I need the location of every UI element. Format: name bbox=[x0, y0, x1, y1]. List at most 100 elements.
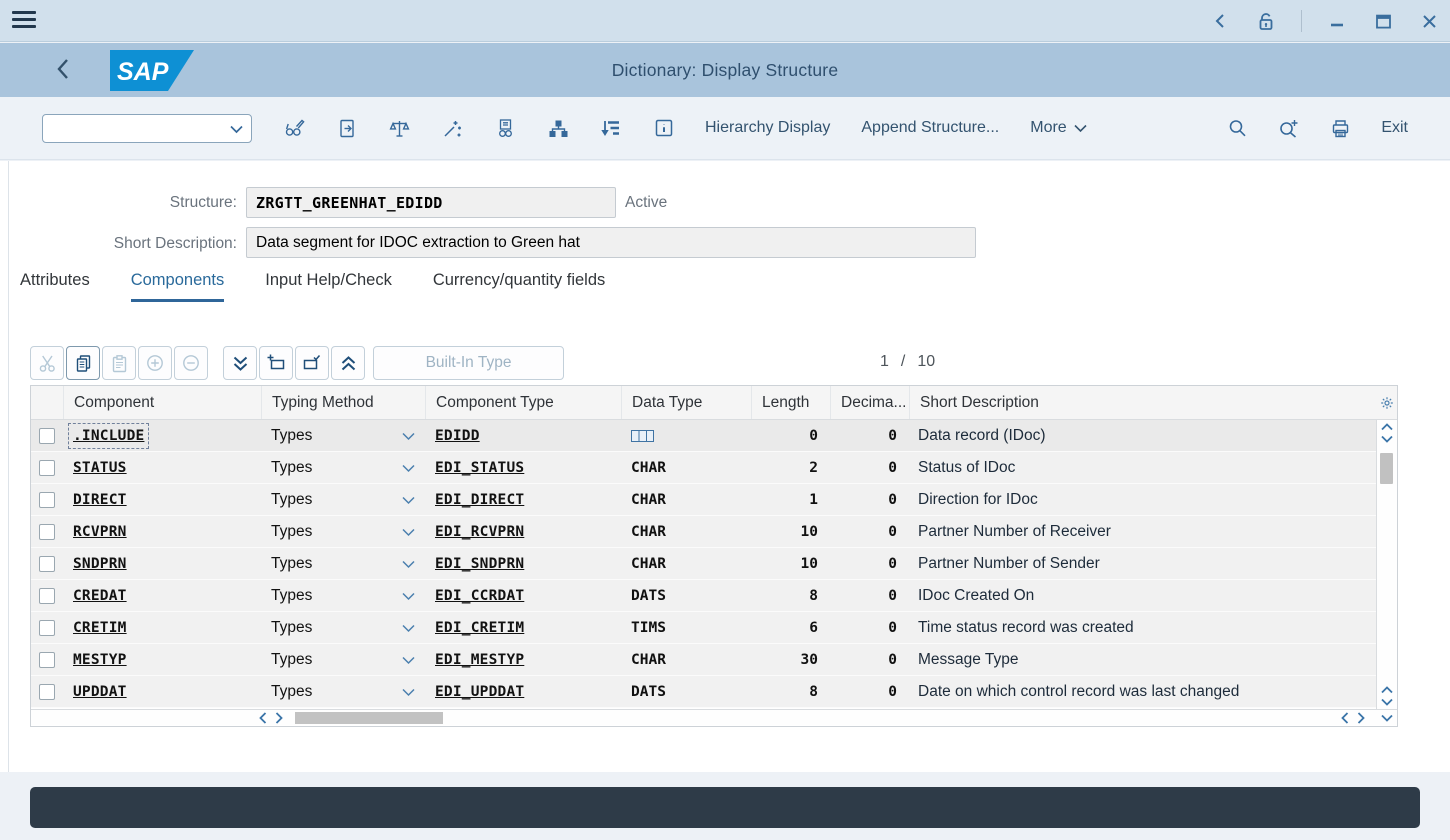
component-type-link[interactable]: EDI_SNDPRN bbox=[435, 556, 524, 572]
table-settings-button[interactable] bbox=[1376, 386, 1397, 419]
typing-method-select[interactable]: Types bbox=[261, 580, 425, 611]
row-checkbox[interactable] bbox=[39, 428, 55, 444]
back-button[interactable] bbox=[55, 57, 70, 81]
column-header-short-description[interactable]: Short Description bbox=[909, 386, 1376, 419]
typing-method-select[interactable]: Types bbox=[261, 420, 425, 451]
component-link[interactable]: DIRECT bbox=[73, 492, 127, 508]
minimize-icon[interactable] bbox=[1326, 10, 1348, 32]
typing-method-select[interactable]: Types bbox=[261, 612, 425, 643]
insert-line-button[interactable] bbox=[138, 346, 172, 380]
append-structure-button[interactable]: Append Structure... bbox=[861, 119, 999, 137]
move-down-button[interactable] bbox=[223, 346, 257, 380]
copy-button[interactable] bbox=[337, 118, 357, 139]
table-row: MESTYPTypesEDI_MESTYPCHAR300Message Type bbox=[31, 644, 1376, 676]
info-button[interactable] bbox=[654, 118, 674, 138]
column-header-component[interactable]: Component bbox=[63, 386, 261, 419]
column-header-data-type[interactable]: Data Type bbox=[621, 386, 751, 419]
exit-button[interactable]: Exit bbox=[1381, 119, 1408, 137]
scroll-up-icon[interactable] bbox=[1381, 686, 1393, 694]
component-link[interactable]: CREDAT bbox=[73, 588, 127, 604]
check-consistency-button[interactable] bbox=[389, 118, 410, 139]
insert-row-button[interactable] bbox=[259, 346, 293, 380]
typing-method-select[interactable]: Types bbox=[261, 516, 425, 547]
row-checkbox[interactable] bbox=[39, 684, 55, 700]
row-checkbox[interactable] bbox=[39, 620, 55, 636]
sort-button[interactable] bbox=[601, 118, 622, 139]
component-type-link[interactable]: EDI_CCRDAT bbox=[435, 588, 524, 604]
scroll-down-icon[interactable] bbox=[1381, 714, 1393, 722]
delete-line-button[interactable] bbox=[174, 346, 208, 380]
command-combobox[interactable] bbox=[42, 114, 252, 143]
delete-row-button[interactable] bbox=[295, 346, 329, 380]
select-all-header[interactable] bbox=[31, 386, 63, 419]
vertical-scroll-thumb[interactable] bbox=[1380, 453, 1393, 484]
close-icon[interactable] bbox=[1418, 10, 1440, 32]
sap-logo: SAP bbox=[110, 50, 194, 91]
display-change-button[interactable] bbox=[284, 118, 305, 139]
row-checkbox[interactable] bbox=[39, 524, 55, 540]
component-link[interactable]: CRETIM bbox=[73, 620, 127, 636]
column-header-component-type[interactable]: Component Type bbox=[425, 386, 621, 419]
tab-attributes[interactable]: Attributes bbox=[20, 271, 90, 302]
cut-button[interactable] bbox=[30, 346, 64, 380]
where-used-button[interactable] bbox=[495, 118, 516, 139]
tab-currency-quantity-fields[interactable]: Currency/quantity fields bbox=[433, 271, 605, 302]
activate-button[interactable] bbox=[442, 118, 463, 139]
hierarchy-button[interactable] bbox=[548, 118, 569, 139]
paste-button[interactable] bbox=[102, 346, 136, 380]
structure-field[interactable]: ZRGTT_GREENHAT_EDIDD bbox=[246, 187, 616, 218]
print-button[interactable] bbox=[1330, 118, 1351, 139]
component-link[interactable]: .INCLUDE bbox=[73, 428, 144, 444]
typing-method-select[interactable]: Types bbox=[261, 452, 425, 483]
row-checkbox[interactable] bbox=[39, 652, 55, 668]
row-checkbox[interactable] bbox=[39, 492, 55, 508]
component-link[interactable]: UPDDAT bbox=[73, 684, 127, 700]
column-header-typing-method[interactable]: Typing Method bbox=[261, 386, 425, 419]
back-chevron-icon[interactable] bbox=[1209, 10, 1231, 32]
scroll-down-icon[interactable] bbox=[1381, 435, 1393, 443]
scroll-left-icon[interactable] bbox=[259, 712, 267, 724]
move-up-button[interactable] bbox=[331, 346, 365, 380]
builtin-type-button[interactable]: Built-In Type bbox=[373, 346, 564, 380]
scroll-down-icon[interactable] bbox=[1381, 698, 1393, 706]
component-type-link[interactable]: EDI_CRETIM bbox=[435, 620, 524, 636]
component-type-link[interactable]: EDI_MESTYP bbox=[435, 652, 524, 668]
search-button[interactable] bbox=[1227, 118, 1248, 139]
component-type-link[interactable]: EDIDD bbox=[435, 428, 480, 444]
maximize-icon[interactable] bbox=[1372, 10, 1394, 32]
typing-method-select[interactable]: Types bbox=[261, 676, 425, 707]
hierarchy-display-button[interactable]: Hierarchy Display bbox=[705, 119, 830, 137]
row-checkbox[interactable] bbox=[39, 588, 55, 604]
component-link[interactable]: MESTYP bbox=[73, 652, 127, 668]
horizontal-scrollbar[interactable] bbox=[31, 709, 1397, 725]
component-type-link[interactable]: EDI_UPDDAT bbox=[435, 684, 524, 700]
scroll-right-icon[interactable] bbox=[275, 712, 283, 724]
decimals-cell: 0 bbox=[830, 644, 909, 675]
tab-components[interactable]: Components bbox=[131, 271, 225, 302]
component-link[interactable]: STATUS bbox=[73, 460, 127, 476]
vertical-scrollbar[interactable] bbox=[1376, 420, 1397, 709]
copy-rows-button[interactable] bbox=[66, 346, 100, 380]
column-header-decimals[interactable]: Decima... bbox=[830, 386, 909, 419]
typing-method-select[interactable]: Types bbox=[261, 644, 425, 675]
horizontal-scroll-thumb[interactable] bbox=[295, 712, 443, 724]
component-type-link[interactable]: EDI_STATUS bbox=[435, 460, 524, 476]
scroll-up-icon[interactable] bbox=[1381, 423, 1393, 431]
component-type-link[interactable]: EDI_DIRECT bbox=[435, 492, 524, 508]
typing-method-select[interactable]: Types bbox=[261, 548, 425, 579]
row-checkbox[interactable] bbox=[39, 460, 55, 476]
search-next-button[interactable] bbox=[1278, 118, 1300, 139]
more-button[interactable]: More bbox=[1030, 119, 1086, 137]
component-link[interactable]: RCVPRN bbox=[73, 524, 127, 540]
scroll-right-icon[interactable] bbox=[1357, 712, 1365, 724]
row-checkbox[interactable] bbox=[39, 556, 55, 572]
column-header-length[interactable]: Length bbox=[751, 386, 830, 419]
tab-input-help-check[interactable]: Input Help/Check bbox=[265, 271, 392, 302]
scroll-left-icon[interactable] bbox=[1341, 712, 1349, 724]
typing-method-select[interactable]: Types bbox=[261, 484, 425, 515]
component-type-link[interactable]: EDI_RCVPRN bbox=[435, 524, 524, 540]
short-description-field[interactable]: Data segment for IDOC extraction to Gree… bbox=[246, 227, 976, 258]
menu-icon[interactable] bbox=[12, 11, 36, 31]
component-link[interactable]: SNDPRN bbox=[73, 556, 127, 572]
unlock-icon[interactable] bbox=[1255, 10, 1277, 32]
